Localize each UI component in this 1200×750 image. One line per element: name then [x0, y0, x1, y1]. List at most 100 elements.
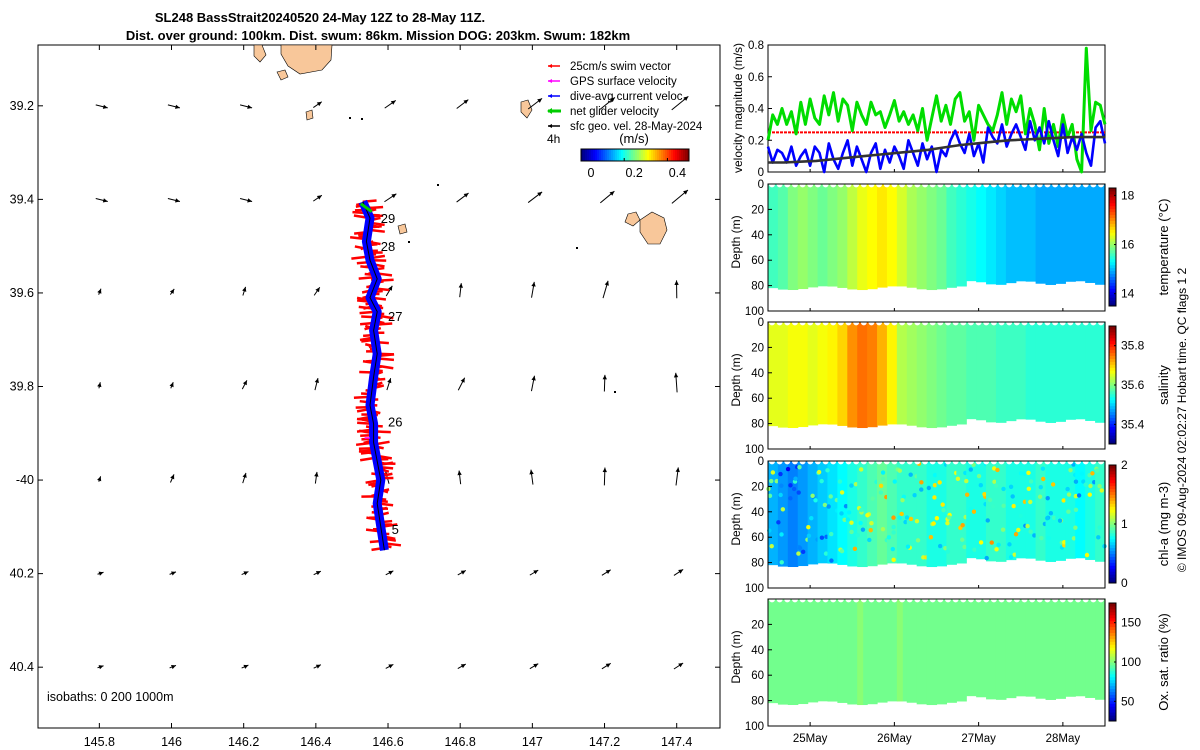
vector-arrowhead — [387, 378, 392, 384]
legend-item-dive-avg: dive-avg current veloc. — [548, 91, 686, 103]
vector-arrowhead — [460, 570, 466, 575]
chla-sample — [1026, 486, 1032, 491]
chla-sample — [962, 544, 967, 550]
chla-sample — [806, 525, 811, 530]
colorbar-swatch — [1109, 270, 1116, 275]
colorbar-tick-label: 0.2 — [626, 166, 643, 180]
depth-tick-label: 20 — [751, 481, 764, 493]
chla-sample — [774, 478, 779, 484]
colorbar-swatch — [1109, 252, 1116, 257]
colorbar-swatch — [1109, 358, 1116, 362]
title-line1: SL248 BassStrait20240520 24-May 12Z to 2… — [155, 10, 485, 25]
colorbar-swatch — [601, 149, 604, 161]
section-frame — [767, 321, 1106, 450]
section-column — [986, 599, 997, 700]
colorbar-swatch — [1109, 515, 1116, 519]
section-column — [936, 184, 948, 290]
vector-arrowhead — [315, 571, 321, 576]
colorbar-swatch — [1109, 526, 1116, 531]
colorbar-swatch — [1109, 485, 1116, 490]
chla-sample — [1073, 479, 1079, 484]
section-frame — [767, 598, 1106, 727]
chla-sample — [1000, 527, 1006, 532]
chla-sample — [849, 529, 854, 535]
track-line — [362, 201, 385, 551]
chla-sample — [849, 520, 854, 525]
section-column — [1025, 322, 1037, 420]
colorbar-swatch — [1109, 673, 1116, 678]
section-column — [936, 461, 948, 567]
time-tick-label: 28May — [1046, 733, 1081, 745]
chla-sample — [1040, 476, 1046, 482]
velocity-y-tick-label: 0.6 — [748, 72, 764, 84]
section-column — [777, 461, 789, 567]
chla-sample — [796, 551, 801, 556]
vector-arrowhead — [533, 570, 539, 575]
section-column — [1015, 322, 1027, 420]
section-column — [886, 184, 898, 287]
colorbar-swatch — [655, 149, 658, 161]
colorbar-tick-label: 35.8 — [1121, 339, 1145, 353]
section-column — [807, 184, 819, 288]
colorbar-swatch — [1109, 470, 1116, 475]
colorbar-swatch — [1109, 494, 1116, 498]
vector-arrowhead — [388, 285, 393, 291]
chla-sample — [865, 513, 870, 518]
colorbar-swatch — [1109, 188, 1116, 192]
vector-arrowhead — [531, 281, 536, 287]
chla-sample — [855, 532, 860, 538]
colorbar-swatch — [1109, 482, 1116, 487]
section-column — [837, 184, 848, 288]
colorbar-swatch — [1109, 291, 1116, 295]
colorbar-swatch — [1109, 273, 1116, 277]
chla-sample — [1088, 483, 1093, 489]
x-tick-label: 146 — [161, 735, 182, 749]
section-column — [1085, 184, 1096, 283]
vector-arrowhead — [602, 374, 607, 380]
colorbar-swatch — [669, 149, 672, 161]
section-column — [936, 599, 948, 705]
vector-arrowhead — [247, 104, 253, 109]
colorbar-swatch — [1109, 402, 1116, 407]
vector-arrowhead — [243, 571, 249, 576]
vector-arrowhead — [98, 571, 104, 576]
depth-tick-label: 100 — [745, 583, 764, 595]
chla-sample — [880, 526, 886, 532]
vector-arrowhead — [97, 288, 102, 294]
time-axis: 25May 26May 27May 28May — [793, 169, 1081, 745]
depth-tick-label: 80 — [751, 558, 764, 570]
section-column — [1085, 461, 1096, 560]
chla-sample — [870, 496, 875, 501]
chla-sample — [858, 520, 863, 526]
colorbar-swatch — [611, 149, 614, 161]
day-label: 27 — [388, 309, 402, 324]
colorbar-swatch — [599, 149, 602, 161]
section-column — [797, 461, 809, 567]
x-tick-label: 147 — [522, 735, 543, 749]
chla-sample — [921, 555, 926, 560]
chla-sample — [1032, 533, 1037, 538]
chla-sample — [891, 524, 896, 530]
section-temperature: 0 20 40 60 80 100 Depth (m) 14 16 18 temperature (… — [729, 179, 1171, 318]
colorbar-swatch — [1109, 196, 1116, 201]
x-tick-label: 145.8 — [84, 735, 115, 749]
vector-arrowhead — [247, 198, 253, 203]
colorbar-swatch — [1109, 390, 1116, 395]
depth-axis-label: Depth (m) — [729, 353, 743, 406]
chla-sample — [928, 534, 934, 540]
section-column — [787, 322, 799, 429]
chla-sample — [780, 507, 786, 512]
x-tick-label: 147.2 — [589, 735, 620, 749]
vector-arrowhead — [391, 193, 397, 199]
section-column — [777, 184, 789, 290]
colorbar-swatch — [585, 149, 588, 161]
section-column — [807, 599, 819, 703]
chla-sample — [1081, 479, 1086, 484]
section-column — [896, 184, 908, 287]
chla-sample — [908, 472, 913, 477]
colorbar-swatch — [1109, 679, 1116, 684]
chla-sample — [995, 467, 1000, 473]
colorbar-swatch — [1109, 435, 1116, 439]
chla-sample — [960, 523, 965, 528]
